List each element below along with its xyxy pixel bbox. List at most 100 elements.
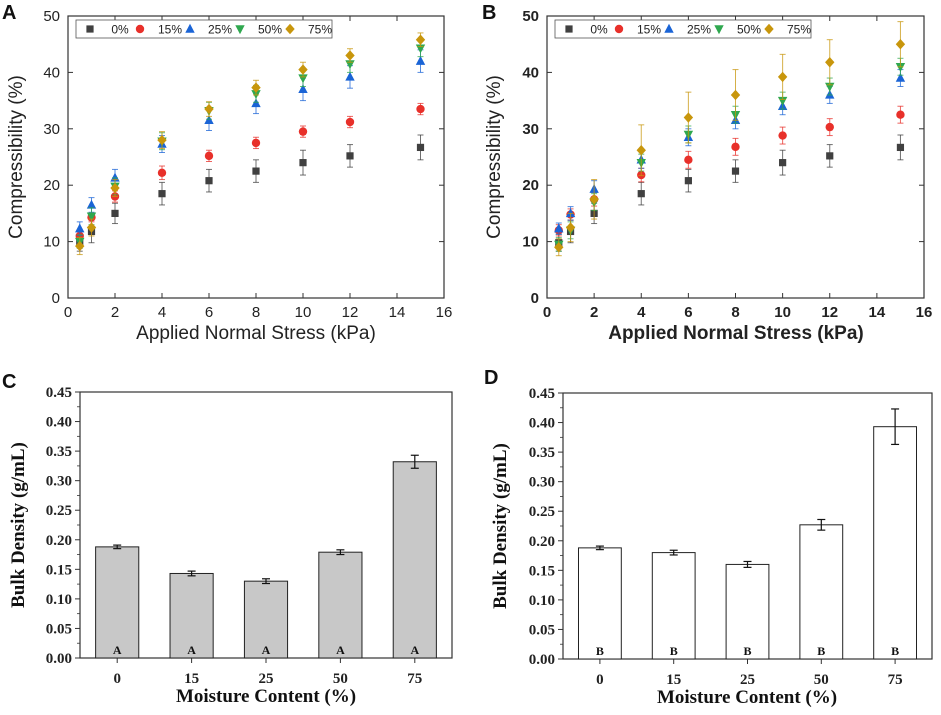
group-letter: A bbox=[113, 643, 122, 657]
series-75-pct bbox=[554, 21, 906, 257]
y-tick-label: 10 bbox=[522, 234, 539, 251]
x-axis-label: Moisture Content (%) bbox=[657, 687, 837, 708]
group-letter: B bbox=[743, 644, 751, 658]
legend-marker bbox=[285, 23, 295, 35]
x-tick-label: 2 bbox=[590, 304, 598, 321]
panel-a: A 0 2 4 6 8 10 12 14 16 0 10 20 30 40 50 0% 15% 25% 50% 75… bbox=[2, 2, 452, 344]
y-tick-label: 0.30 bbox=[46, 474, 72, 490]
x-tick-label: 16 bbox=[916, 304, 933, 321]
axis-ticks: 0 2 4 6 8 10 12 14 16 0 10 20 30 40 50 bbox=[43, 8, 452, 321]
x-tick-label: 14 bbox=[389, 304, 406, 321]
x-tick-label: 15 bbox=[666, 672, 681, 688]
legend-marker bbox=[664, 23, 674, 33]
x-tick-label: 25 bbox=[740, 672, 755, 688]
data-point bbox=[779, 159, 787, 167]
data-points bbox=[554, 21, 906, 257]
data-point bbox=[730, 89, 741, 101]
y-tick-label: 0.05 bbox=[46, 621, 72, 637]
data-point bbox=[252, 167, 260, 175]
y-tick-label: 0.15 bbox=[529, 563, 555, 579]
data-point bbox=[86, 222, 97, 233]
bar bbox=[873, 426, 918, 660]
group-letter: A bbox=[410, 643, 419, 657]
legend-label: 0% bbox=[590, 23, 608, 37]
legend-marker bbox=[614, 24, 624, 34]
x-tick-label: 16 bbox=[436, 304, 453, 321]
data-point bbox=[895, 72, 906, 82]
legend-marker bbox=[764, 23, 774, 35]
legend-marker bbox=[86, 25, 94, 33]
y-tick-label: 30 bbox=[43, 121, 60, 138]
data-point bbox=[75, 223, 85, 233]
data-point bbox=[778, 131, 787, 140]
data-point bbox=[896, 143, 905, 152]
x-tick-label: 4 bbox=[637, 304, 646, 321]
legend-marker bbox=[714, 25, 724, 35]
y-tick-label: 0.35 bbox=[46, 444, 72, 460]
y-axis-label: Compressibility (%) bbox=[484, 75, 505, 239]
x-axis-label: Applied Normal Stress (kPa) bbox=[136, 323, 376, 344]
x-tick-label: 50 bbox=[814, 672, 829, 688]
legend-label: 50% bbox=[737, 23, 761, 37]
x-axis-label: Applied Normal Stress (kPa) bbox=[608, 323, 864, 344]
series-25-pct bbox=[75, 49, 426, 236]
data-point bbox=[75, 240, 85, 252]
group-letter: B bbox=[891, 644, 899, 658]
data-point bbox=[158, 190, 166, 198]
data-point bbox=[205, 177, 213, 185]
panel-letter-b: B bbox=[482, 2, 496, 24]
data-point bbox=[554, 242, 564, 253]
x-tick-label: 6 bbox=[684, 304, 692, 321]
x-axis-label: Moisture Content (%) bbox=[176, 686, 356, 707]
data-point bbox=[157, 134, 167, 146]
data-point bbox=[895, 39, 906, 50]
y-axis-label: Compressibility (%) bbox=[6, 75, 27, 239]
data-point bbox=[415, 55, 426, 65]
data-point bbox=[416, 143, 425, 152]
data-point bbox=[345, 117, 355, 127]
data-point bbox=[345, 50, 355, 61]
plot-frame bbox=[67, 15, 445, 299]
data-point bbox=[86, 212, 97, 222]
data-point bbox=[251, 82, 261, 93]
y-tick-label: 0 bbox=[52, 290, 60, 307]
bar bbox=[318, 551, 363, 659]
y-tick-label: 0.20 bbox=[46, 533, 72, 549]
legend-label: 0% bbox=[111, 23, 129, 37]
bar bbox=[577, 547, 622, 660]
legend-marker bbox=[565, 25, 573, 33]
y-tick-label: 40 bbox=[43, 64, 60, 81]
data-point bbox=[346, 152, 354, 160]
y-tick-label: 20 bbox=[522, 177, 539, 194]
data-point bbox=[636, 145, 646, 156]
group-letter: B bbox=[670, 644, 678, 658]
data-point bbox=[251, 138, 261, 148]
x-tick-label: 10 bbox=[295, 304, 312, 321]
series-0-pct bbox=[76, 134, 425, 252]
x-tick-label: 10 bbox=[774, 304, 791, 321]
x-tick-label: 2 bbox=[111, 304, 119, 321]
legend: 0% 15% 25% 50% 75% bbox=[554, 19, 812, 39]
legend-label: 75% bbox=[308, 23, 332, 37]
y-tick-label: 10 bbox=[43, 234, 60, 251]
data-point bbox=[565, 208, 576, 218]
x-tick-label: 8 bbox=[252, 304, 260, 321]
x-tick-label: 14 bbox=[869, 304, 886, 321]
bar bbox=[392, 461, 437, 659]
panel-letter-d: D bbox=[484, 367, 498, 389]
data-point bbox=[565, 222, 576, 233]
series-75-pct bbox=[75, 32, 426, 256]
data-point bbox=[157, 168, 167, 177]
axis-ticks: 0 2 4 6 8 10 12 14 16 0 10 20 30 40 50 bbox=[522, 8, 932, 321]
group-letter: A bbox=[262, 643, 271, 657]
axis-ticks: 0.00 0.05 0.10 0.15 0.20 0.25 0.30 0.35 0.40 0.45… bbox=[46, 385, 423, 687]
panel-letter-a: A bbox=[2, 2, 16, 24]
y-tick-label: 0.40 bbox=[529, 416, 555, 432]
data-point bbox=[345, 71, 355, 81]
y-tick-label: 0.25 bbox=[46, 503, 72, 519]
series-15-pct bbox=[554, 105, 905, 237]
x-tick-label: 50 bbox=[333, 671, 348, 687]
y-tick-label: 50 bbox=[43, 8, 60, 25]
